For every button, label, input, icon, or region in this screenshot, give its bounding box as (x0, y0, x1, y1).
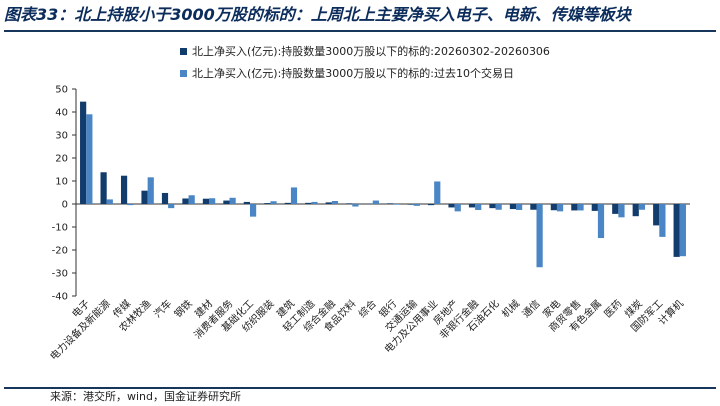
bar-series1-3 (141, 190, 148, 204)
bar-series2-24 (577, 204, 584, 211)
x-category-label: 医药 (602, 298, 625, 321)
bar-series1-17 (427, 204, 435, 206)
bar-series1-16 (407, 204, 414, 205)
bar-series1-19 (468, 204, 476, 208)
bar-series2-4 (168, 204, 175, 209)
bar-series2-6 (209, 198, 216, 204)
bar-series1-21 (509, 204, 517, 210)
bar-series1-10 (284, 202, 291, 204)
source-note: 来源：港交所，wind，国金证券研究所 (50, 390, 242, 403)
bar-series2-3 (147, 177, 154, 204)
bar-series2-16 (413, 204, 420, 206)
bar-series2-0 (86, 114, 93, 204)
bar-series1-27 (632, 204, 639, 217)
bar-series2-11 (311, 201, 318, 204)
y-tick-label: -30 (52, 269, 68, 280)
bar-series1-7 (223, 200, 230, 204)
bar-series2-22 (536, 204, 543, 268)
bar-series2-13 (352, 204, 359, 207)
bar-series1-23 (550, 204, 557, 211)
bar-series1-11 (305, 202, 312, 204)
y-tick-label: -10 (52, 223, 68, 234)
bar-series1-1 (100, 172, 107, 204)
y-tick-label: -20 (52, 246, 68, 257)
legend-swatch-1 (180, 48, 187, 55)
y-tick-label: -40 (52, 292, 68, 303)
x-category-label: 钢铁 (171, 297, 194, 320)
y-tick-label: 50 (55, 85, 68, 96)
bar-series2-12 (331, 201, 339, 204)
bar-series1-20 (489, 204, 496, 209)
bar-series2-9 (270, 201, 277, 204)
bar-series1-18 (448, 204, 455, 208)
bar-series1-5 (182, 198, 189, 204)
y-tick-label: 20 (55, 154, 68, 165)
y-tick-label: 0 (62, 200, 68, 211)
x-category-label: 机械 (499, 297, 522, 320)
bar-series2-1 (106, 199, 113, 204)
bar-series2-17 (434, 181, 441, 204)
bar-series2-23 (556, 204, 564, 212)
bar-series1-22 (530, 204, 537, 210)
y-tick-label: 40 (55, 108, 68, 119)
bar-series2-5 (188, 195, 195, 204)
chart-title: 图表33：北上持股小于3000万股的标的：上周北上主要净买入电子、电新、传媒等板… (4, 5, 631, 24)
bar-series1-28 (653, 204, 660, 226)
bar-series1-15 (387, 203, 394, 204)
bar-series2-2 (127, 204, 134, 206)
bar-series2-10 (290, 187, 298, 204)
bar-series2-7 (229, 197, 236, 204)
bar-series1-4 (161, 192, 169, 204)
bar-series1-24 (571, 204, 578, 211)
bar-series1-8 (243, 201, 250, 204)
bar-series1-25 (591, 204, 598, 211)
bar-series2-25 (597, 204, 605, 239)
source-rule (4, 387, 716, 389)
bar-series1-2 (120, 175, 128, 204)
bar-series1-29 (673, 204, 680, 257)
bar-series2-28 (659, 204, 666, 237)
bar-series1-9 (264, 203, 271, 204)
bar-series1-6 (202, 198, 210, 204)
x-category-label: 通信 (520, 298, 543, 321)
bar-series1-12 (325, 202, 332, 204)
bar-series2-21 (516, 204, 523, 210)
x-category-label: 汽车 (151, 297, 174, 320)
x-category-label: 综合 (356, 297, 379, 320)
bar-series2-19 (475, 204, 482, 210)
bar-series1-0 (80, 101, 87, 204)
legend-label-1: 北上净买入(亿元):持股数量3000万股以下的标的:20260302-20260… (192, 44, 550, 58)
bar-series1-26 (612, 204, 619, 214)
bar-series1-13 (346, 203, 353, 204)
title-rule (4, 30, 716, 32)
y-tick-label: 10 (55, 177, 68, 188)
bar-series2-29 (679, 204, 686, 257)
bar-series2-20 (495, 204, 502, 210)
bar-series2-27 (638, 204, 646, 210)
bar-series2-18 (454, 204, 461, 212)
bar-series1-14 (366, 203, 373, 205)
bar-series2-14 (372, 200, 379, 204)
bar-series2-8 (249, 204, 257, 217)
legend-swatch-2 (180, 70, 187, 77)
bar-chart: 北上净买入(亿元):持股数量3000万股以下的标的:20260302-20260… (47, 44, 690, 363)
y-tick-label: 30 (55, 131, 68, 142)
bar-series2-15 (393, 204, 400, 205)
legend-label-2: 北上净买入(亿元):持股数量3000万股以下的标的:过去10个交易日 (192, 66, 514, 80)
bar-series2-26 (618, 204, 625, 218)
